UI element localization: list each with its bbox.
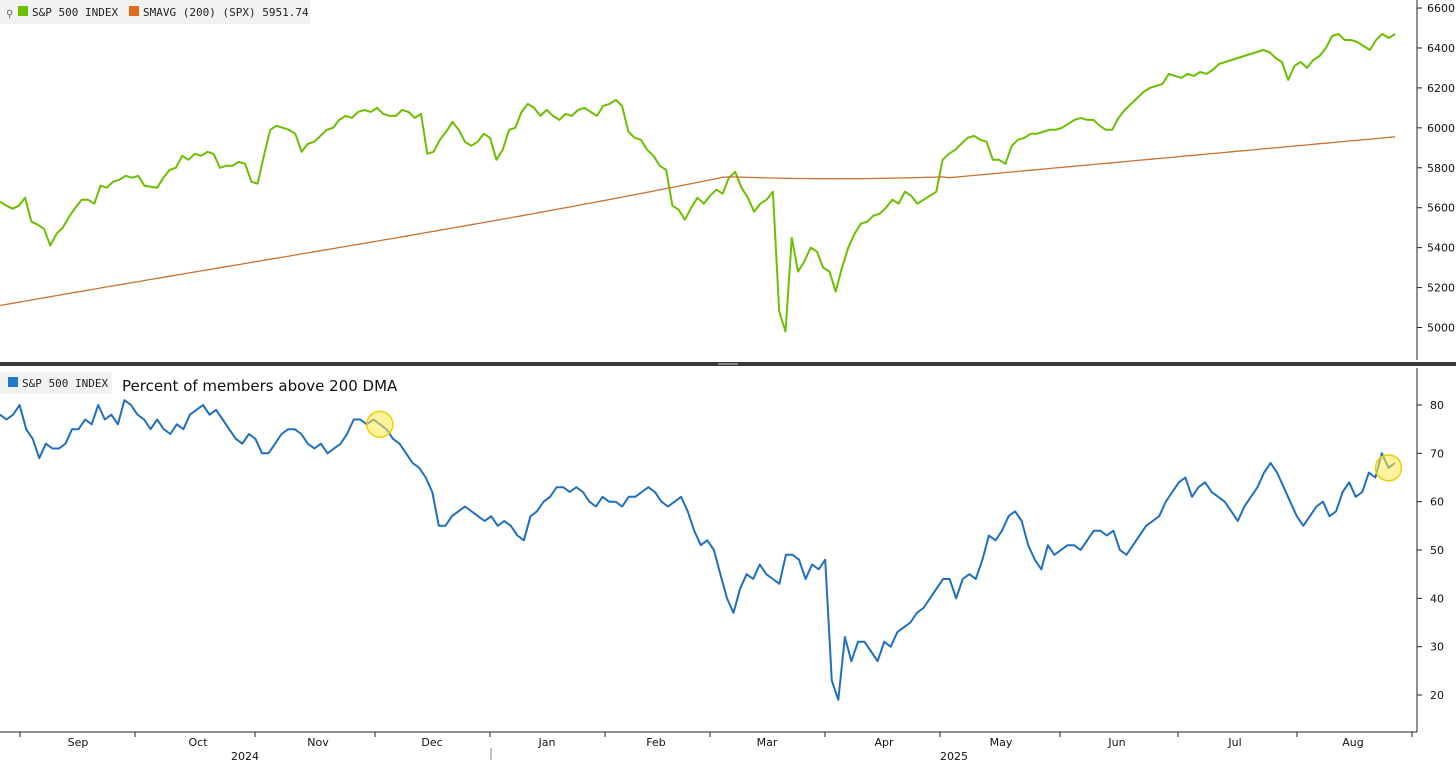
top-y-tick-label: 6000 — [1427, 122, 1455, 135]
bottom-legend-label: S&P 500 INDEX — [22, 377, 108, 390]
bottom-y-ticks: 20 30 40 50 60 70 80 — [1417, 399, 1444, 702]
highlight-markers — [366, 410, 1403, 482]
x-month-label: Jun — [1107, 736, 1125, 749]
x-year-label: 2024 — [231, 750, 259, 762]
top-y-tick-label: 5200 — [1427, 282, 1455, 295]
x-month-label: Dec — [421, 736, 442, 749]
bottom-y-tick-label: 40 — [1430, 592, 1444, 605]
x-year-label: 2025 — [940, 750, 968, 762]
x-month-label: Mar — [757, 736, 778, 749]
x-month-label: Jan — [538, 736, 556, 749]
chart-annotation: Percent of members above 200 DMA — [122, 377, 398, 395]
bottom-y-tick-label: 70 — [1430, 447, 1444, 460]
x-month-label: Apr — [874, 736, 894, 749]
highlight-circle — [366, 410, 394, 439]
x-month-label: Oct — [188, 736, 208, 749]
bottom-y-tick-label: 50 — [1430, 544, 1444, 557]
top-y-tick-label: 5400 — [1427, 242, 1455, 255]
bottom-series-group — [0, 399, 1396, 701]
highlight-circle — [1374, 454, 1403, 482]
spx-price-line — [0, 33, 1396, 333]
top-legend-label-2: SMAVG (200) (SPX) 5951.74 — [143, 6, 309, 19]
sma-200-line — [0, 136, 1396, 307]
x-month-label: Aug — [1342, 736, 1363, 749]
bottom-y-tick-label: 60 — [1430, 496, 1444, 509]
top-y-tick-label: 5000 — [1427, 322, 1455, 335]
pct-above-200dma-line — [0, 399, 1396, 701]
x-month-label: May — [990, 736, 1013, 749]
pin-icon: ⚲ — [6, 9, 13, 20]
top-y-tick-label: 6200 — [1427, 82, 1455, 95]
x-month-label: Sep — [68, 736, 89, 749]
x-ticks: Sep Oct Nov Dec Jan Feb Mar Apr May Jun Jul Aug 2024… — [19, 732, 1413, 762]
bottom-y-tick-label: 80 — [1430, 399, 1444, 412]
top-legend-swatch-1 — [18, 6, 28, 16]
bottom-y-tick-label: 30 — [1430, 641, 1444, 654]
top-legend-label-1: S&P 500 INDEX — [32, 6, 118, 19]
x-month-label: Nov — [307, 736, 329, 749]
top-y-tick-label: 6600 — [1427, 2, 1455, 15]
x-month-label: Feb — [646, 736, 665, 749]
top-y-tick-label: 6400 — [1427, 42, 1455, 55]
top-y-tick-label: 5800 — [1427, 162, 1455, 175]
top-legend-box — [0, 0, 310, 24]
bottom-legend-swatch — [8, 377, 18, 387]
x-month-label: Jul — [1227, 736, 1241, 749]
top-y-ticks: 5000 5200 5400 5600 5800 6000 6200 6400 6600 — [1417, 2, 1455, 335]
bottom-legend-box — [0, 372, 112, 394]
top-legend-swatch-2 — [129, 6, 139, 16]
bottom-y-tick-label: 20 — [1430, 689, 1444, 702]
top-y-tick-label: 5600 — [1427, 202, 1455, 215]
panel-divider-grip[interactable] — [718, 363, 738, 365]
top-series-group — [0, 33, 1396, 333]
